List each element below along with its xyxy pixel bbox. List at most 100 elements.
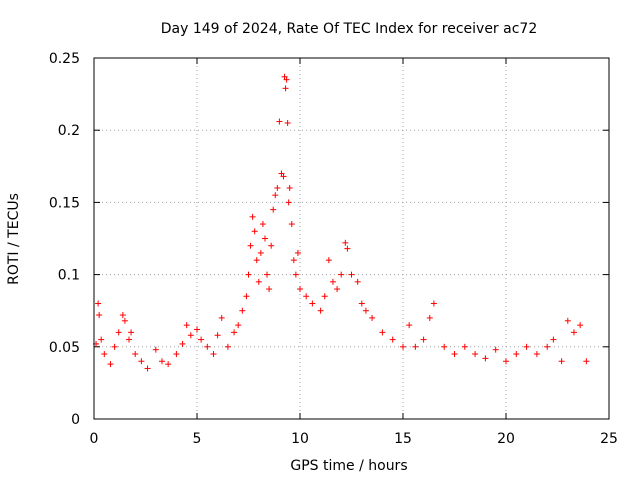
data-point	[570, 329, 577, 336]
data-point	[214, 332, 221, 339]
data-point	[128, 329, 135, 336]
data-point	[245, 271, 252, 278]
data-point	[334, 286, 341, 293]
data-point	[152, 346, 159, 353]
data-point	[272, 192, 279, 199]
data-point	[325, 257, 332, 264]
data-point	[274, 184, 281, 191]
chart-title: Day 149 of 2024, Rate Of TEC Index for r…	[161, 21, 537, 37]
data-point	[451, 351, 458, 358]
data-point	[270, 206, 277, 213]
data-point	[280, 173, 287, 180]
data-point	[95, 300, 102, 307]
grid-lines	[94, 58, 609, 419]
data-point	[503, 358, 509, 365]
data-point	[558, 358, 565, 365]
data-point	[533, 351, 540, 358]
data-point	[218, 314, 225, 321]
y-tick-label: 0.15	[49, 195, 80, 211]
data-point	[251, 228, 258, 235]
data-point	[288, 221, 295, 228]
data-point	[249, 213, 256, 220]
y-tick-label: 0.2	[58, 123, 80, 139]
data-point	[344, 245, 351, 252]
x-tick-label: 25	[600, 431, 618, 447]
data-point	[158, 358, 165, 365]
x-axis-label: GPS time / hours	[290, 458, 407, 474]
data-point	[406, 322, 413, 329]
y-tick-label: 0.25	[49, 51, 80, 67]
data-point	[132, 351, 139, 358]
data-point	[224, 343, 231, 350]
x-tick-label: 15	[394, 431, 412, 447]
data-point	[259, 221, 266, 228]
data-point	[253, 257, 260, 264]
plot-frame	[93, 57, 610, 420]
data-point	[187, 332, 194, 339]
data-point	[523, 343, 530, 350]
data-point	[513, 351, 520, 358]
data-point	[321, 293, 328, 300]
data-point	[101, 351, 108, 358]
data-point	[317, 307, 324, 314]
data-point	[338, 271, 345, 278]
data-point	[379, 329, 386, 336]
data-point	[115, 329, 122, 336]
x-tick-label: 0	[90, 431, 99, 447]
data-point	[257, 249, 264, 256]
data-point	[294, 249, 301, 256]
y-tick-label: 0	[71, 412, 80, 428]
data-point	[550, 336, 557, 343]
x-tick-label: 5	[193, 431, 202, 447]
data-point	[243, 293, 250, 300]
data-point	[583, 358, 590, 365]
data-point	[389, 336, 396, 343]
x-tick-label: 10	[291, 431, 309, 447]
data-point	[492, 346, 499, 353]
data-point	[144, 365, 151, 372]
data-point	[247, 242, 254, 249]
data-point	[461, 343, 468, 350]
data-point	[400, 343, 406, 350]
data-point	[264, 271, 271, 278]
data-point	[173, 351, 180, 358]
data-point	[107, 361, 114, 368]
data-point	[426, 314, 433, 321]
data-point	[266, 286, 273, 293]
data-point	[138, 358, 145, 365]
data-point	[564, 317, 571, 324]
data-point	[235, 322, 242, 329]
y-tick-label: 0.05	[49, 340, 80, 356]
data-point	[286, 184, 293, 191]
data-point	[358, 300, 365, 307]
data-point	[119, 312, 126, 319]
data-point	[420, 336, 427, 343]
data-point	[354, 278, 361, 285]
data-point	[121, 317, 128, 324]
x-tick-labels: 0 5 10 15 20 25	[90, 431, 618, 447]
y-axis-label: ROTI / TECUs	[6, 193, 22, 285]
y-tick-labels: 0 0.05 0.1 0.15 0.2 0.25	[49, 51, 80, 428]
data-point	[283, 76, 290, 83]
data-point	[577, 322, 584, 329]
data-point	[369, 314, 376, 321]
data-point	[303, 293, 310, 300]
data-point	[284, 119, 291, 126]
data-point	[309, 300, 316, 307]
data-point	[165, 361, 172, 368]
data-point	[290, 257, 297, 264]
data-point	[183, 322, 190, 329]
data-point	[412, 343, 419, 350]
data-point	[204, 343, 211, 350]
data-point	[292, 271, 299, 278]
data-point	[285, 199, 292, 206]
data-point	[194, 326, 200, 333]
data-point	[210, 351, 217, 358]
data-point	[297, 286, 303, 293]
data-point	[111, 343, 118, 350]
data-point	[362, 307, 369, 314]
data-point	[276, 118, 283, 125]
data-point	[282, 85, 289, 92]
data-point	[261, 235, 268, 242]
